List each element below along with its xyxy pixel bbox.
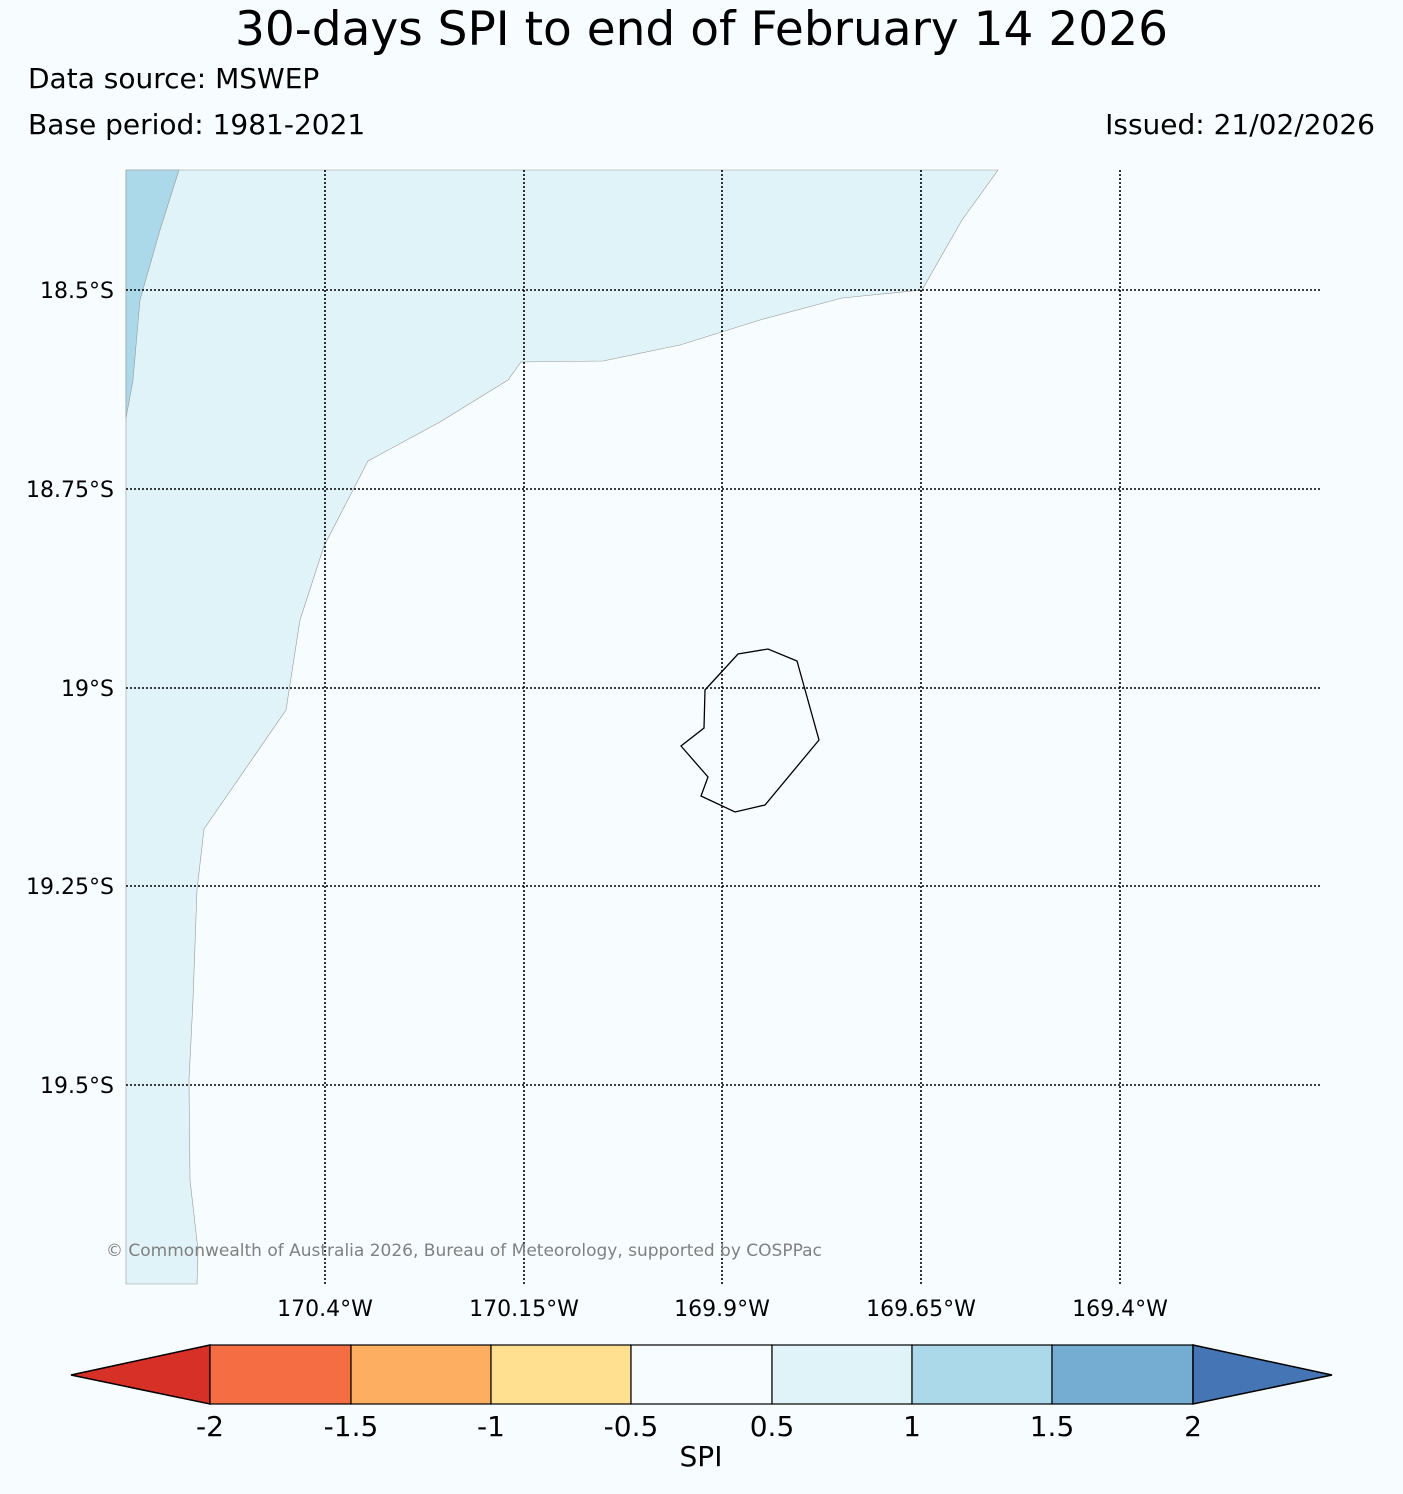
lat-gridlines (126, 289, 1320, 1086)
colorbar-tick-label: -1.5 (324, 1410, 379, 1443)
lat-label: 18.5°S (40, 279, 114, 304)
colorbar-segment (911, 1344, 1053, 1405)
issued-date-label: Issued: 21/02/2026 (1105, 108, 1375, 141)
colorbar-tick-label: 0.5 (750, 1410, 795, 1443)
colorbar-tick-label: -0.5 (604, 1410, 659, 1443)
lat-label: 19.25°S (26, 875, 114, 900)
colorbar-tick-label: -1 (477, 1410, 505, 1443)
colorbar-extend-low (70, 1344, 211, 1405)
spi-region-0.5-to-1 (125, 169, 999, 1285)
colorbar-segment (490, 1344, 632, 1405)
colorbar-tick-label: 1 (903, 1410, 921, 1443)
lon-label: 169.9°W (674, 1297, 770, 1322)
colorbar-tick-label: 2 (1184, 1410, 1202, 1443)
lon-label: 170.4°W (277, 1297, 373, 1322)
colorbar: -2 -1.5 -1 -0.5 0.5 1 1.5 2 SPI (70, 1344, 1333, 1473)
island-outline (680, 648, 820, 813)
lon-label: 170.15°W (469, 1297, 579, 1322)
colorbar-extend-high (1192, 1344, 1333, 1405)
data-source-label: Data source: MSWEP (28, 62, 320, 95)
spi-region-1-to-1.5 (125, 169, 180, 419)
colorbar-segment (350, 1344, 492, 1405)
copyright-text: © Commonwealth of Australia 2026, Bureau… (106, 1241, 822, 1261)
colorbar-segment (771, 1344, 913, 1405)
colorbar-segment (1051, 1344, 1194, 1405)
colorbar-tick-label: -2 (196, 1410, 224, 1443)
lon-label: 169.4°W (1072, 1297, 1168, 1322)
colorbar-segment (209, 1344, 352, 1405)
base-period-label: Base period: 1981-2021 (28, 108, 366, 141)
lon-label: 169.65°W (866, 1297, 976, 1322)
colorbar-title: SPI (680, 1440, 723, 1473)
map-title: 30-days SPI to end of February 14 2026 (234, 2, 1169, 57)
colorbar-segment (630, 1344, 773, 1405)
lon-gridlines (324, 170, 1121, 1284)
lat-label: 18.75°S (26, 478, 114, 503)
colorbar-tick-label: 1.5 (1030, 1410, 1075, 1443)
lat-label: 19.5°S (40, 1074, 114, 1099)
lat-label: 19°S (61, 677, 114, 702)
